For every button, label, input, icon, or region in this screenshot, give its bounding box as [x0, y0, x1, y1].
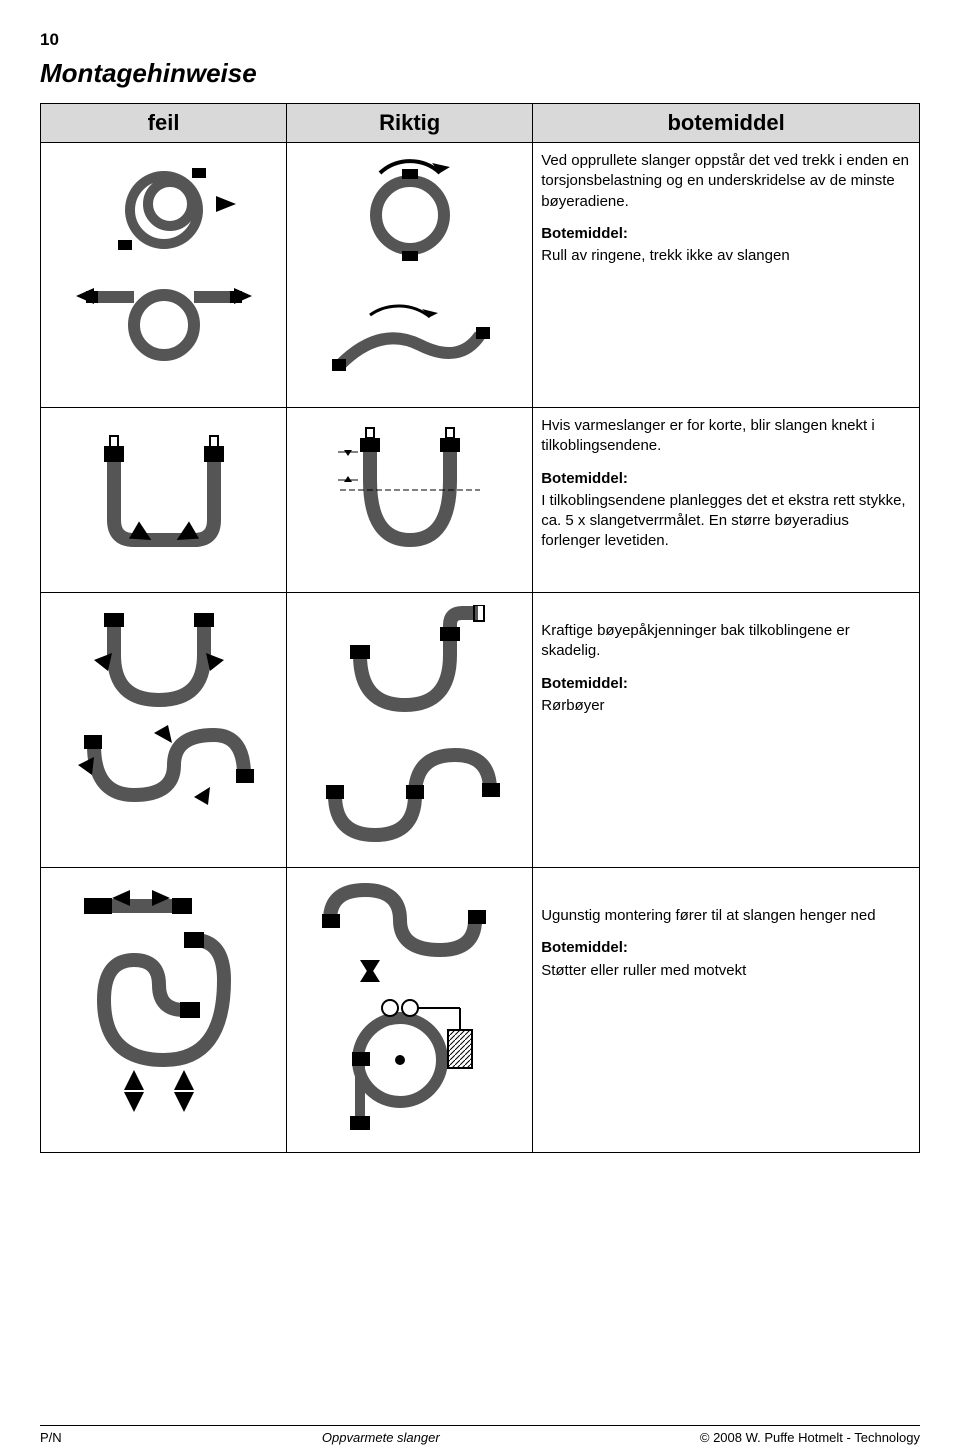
- feil-illustration: [41, 593, 287, 868]
- instruction-table: feil Riktig botemiddel: [40, 103, 920, 1153]
- problem-text: Hvis varmeslanger er for korte, blir sla…: [541, 416, 911, 457]
- feil-illustration: [41, 143, 287, 408]
- table-row: Ved opprullete slanger oppstår det ved t…: [41, 143, 920, 408]
- riktig-illustration: [287, 593, 533, 868]
- remedy-text: Rull av ringene, trekk ikke av slangen: [541, 246, 911, 266]
- remedy-label: Botemiddel:: [541, 469, 911, 489]
- remedy-cell: Hvis varmeslanger er for korte, blir sla…: [533, 408, 920, 593]
- remedy-label: Botemiddel:: [541, 674, 911, 694]
- footer-left: P/N: [40, 1430, 62, 1445]
- bend-stress-wrong-icon: [64, 605, 264, 855]
- header-feil: feil: [41, 104, 287, 143]
- footer-center: Oppvarmete slanger: [322, 1430, 440, 1445]
- header-botemiddel: botemiddel: [533, 104, 920, 143]
- remedy-label: Botemiddel:: [541, 938, 911, 958]
- riktig-illustration: [287, 408, 533, 593]
- problem-text: Ugunstig montering fører til at slangen …: [541, 906, 911, 926]
- remedy-cell: Ved opprullete slanger oppstår det ved t…: [533, 143, 920, 408]
- coiled-hose-wrong-icon: [74, 155, 254, 395]
- remedy-text: Støtter eller ruller med motvekt: [541, 961, 911, 981]
- table-row: Ugunstig montering fører til at slangen …: [41, 868, 920, 1153]
- header-riktig: Riktig: [287, 104, 533, 143]
- remedy-cell: Kraftige bøyepåkjenninger bak tilkobling…: [533, 593, 920, 868]
- remedy-text: I tilkoblingsendene planlegges det et ek…: [541, 491, 911, 552]
- riktig-illustration: [287, 143, 533, 408]
- table-row: Kraftige bøyepåkjenninger bak tilkobling…: [41, 593, 920, 868]
- remedy-cell: Ugunstig montering fører til at slangen …: [533, 868, 920, 1153]
- feil-illustration: [41, 868, 287, 1153]
- problem-text: Kraftige bøyepåkjenninger bak tilkobling…: [541, 621, 911, 662]
- problem-text: Ved opprullete slanger oppstår det ved t…: [541, 151, 911, 212]
- uncoil-hose-correct-icon: [320, 155, 500, 395]
- table-row: Hvis varmeslanger er for korte, blir sla…: [41, 408, 920, 593]
- page-title: Montagehinweise: [40, 58, 920, 89]
- pipe-bend-correct-icon: [310, 605, 510, 855]
- hose-sag-wrong-icon: [64, 880, 264, 1140]
- hose-with-slack-icon: [320, 420, 500, 580]
- page-footer: P/N Oppvarmete slanger © 2008 W. Puffe H…: [40, 1425, 920, 1445]
- footer-right: © 2008 W. Puffe Hotmelt - Technology: [700, 1430, 920, 1445]
- hose-support-correct-icon: [310, 880, 510, 1140]
- page-number: 10: [40, 30, 920, 50]
- feil-illustration: [41, 408, 287, 593]
- remedy-label: Botemiddel:: [541, 224, 911, 244]
- page: 10 Montagehinweise feil Riktig botemidde…: [0, 0, 960, 1455]
- remedy-text: Rørbøyer: [541, 696, 911, 716]
- riktig-illustration: [287, 868, 533, 1153]
- short-hose-kink-icon: [74, 420, 254, 580]
